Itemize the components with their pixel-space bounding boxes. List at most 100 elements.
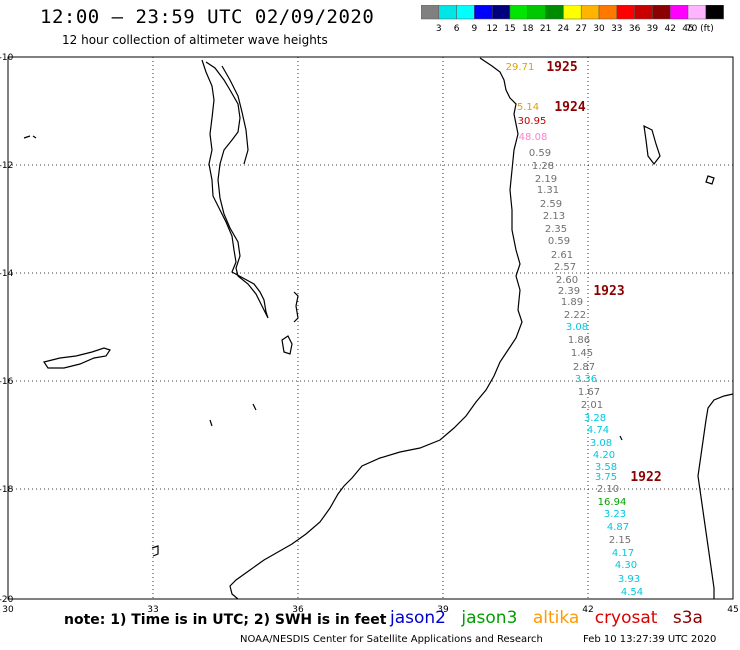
longitude-label: 36 (292, 605, 304, 615)
lake-bangweulu-mark (23, 135, 37, 139)
colorbar-label: 42 (664, 24, 675, 34)
wave-height-label: 30.95 (518, 116, 547, 127)
colorbar-label: 24 (558, 24, 570, 34)
wave-height-label: 4.54 (621, 587, 643, 598)
wave-height-label: 3.75 (595, 472, 617, 483)
latitude-labels: -10 -12 -14 -16 -18 -20 (0, 53, 14, 605)
wave-height-label: 2.35 (545, 224, 567, 235)
colorbar-label: 21 (540, 24, 551, 34)
footer-credit: NOAA/NESDIS Center for Satellite Applica… (240, 634, 543, 645)
wave-height-label: 2.39 (558, 286, 580, 297)
colorbar-label: 3 (436, 24, 442, 34)
note-text: note: 1) Time is in UTC; 2) SWH is in fe… (64, 612, 387, 628)
wave-height-label: 2.22 (564, 310, 586, 321)
colorbar-label: 9 (472, 24, 478, 34)
colorbar-label: 70 (ft) (686, 24, 714, 34)
colorbar-label: 18 (522, 24, 534, 34)
wave-height-label: 5.14 (517, 102, 539, 113)
island-dot (619, 435, 623, 441)
wave-height-label: 3.23 (604, 509, 626, 520)
satellite-legend: jason2 jason3 altika cryosat s3a (390, 608, 713, 628)
wave-height-label: 4.17 (612, 548, 634, 559)
madagascar-coastline (697, 393, 734, 599)
wave-height-label: 1.89 (561, 297, 583, 308)
legend-jason2: jason2 (390, 608, 446, 628)
wave-height-label: 4.20 (593, 450, 615, 461)
wave-height-label: 4.74 (587, 425, 609, 436)
wave-height-label: 2.19 (535, 174, 557, 185)
wave-height-label: 4.30 (615, 560, 637, 571)
wave-height-label: 3.08 (590, 438, 612, 449)
wave-height-label: 3.58 (595, 462, 617, 473)
colorbar-label: 12 (486, 24, 497, 34)
lake-malawi-east-shore (221, 65, 249, 165)
comoros-island-mayotte (643, 124, 661, 165)
track-number-label: 1923 (593, 284, 624, 299)
wave-height-label: 2.13 (543, 211, 565, 222)
footer-timestamp: Feb 10 13:27:39 UTC 2020 (583, 634, 717, 645)
latitude-label: -14 (0, 269, 14, 279)
lake-chilwa-outline (281, 335, 293, 355)
colorbar-label: 27 (575, 24, 586, 34)
track-number-label: 1924 (554, 100, 585, 115)
colorbar-label: 15 (504, 24, 515, 34)
colorbar-label: 39 (647, 24, 659, 34)
legend-cryosat: cryosat (594, 608, 658, 628)
wave-height-label: 1.86 (568, 335, 590, 346)
wave-height-label: 1.31 (537, 185, 559, 196)
wave-height-label: 4.87 (607, 522, 629, 533)
small-lake-mark (209, 403, 257, 427)
map-frame (7, 56, 734, 600)
longitude-label: 39 (437, 605, 449, 615)
latitude-label: -10 (0, 53, 14, 63)
longitude-label: 45 (727, 605, 738, 615)
legend-s3a: s3a (672, 608, 703, 628)
wave-height-label: 1.67 (578, 387, 600, 398)
latitude-label: -12 (0, 161, 13, 171)
latitude-label: -16 (0, 377, 14, 387)
legend-altika: altika (532, 608, 580, 628)
wave-height-label: 48.08 (519, 132, 548, 143)
lake-malawi-outline (201, 59, 269, 319)
colorbar-label: 45 (682, 24, 693, 34)
colorbar-label: 33 (611, 24, 622, 34)
wave-height-label: 0.59 (548, 236, 570, 247)
page-title: 12:00 – 23:59 UTC 02/09/2020 (40, 6, 375, 28)
wave-height-label: 2.87 (573, 362, 595, 373)
longitude-label: 33 (147, 605, 158, 615)
satellite-track-labels: 1925 1924 1923 1922 (546, 60, 661, 485)
colorbar-swatch (705, 5, 724, 20)
wave-height-label: 3.36 (575, 374, 597, 385)
longitude-label: 30 (2, 605, 14, 615)
colorbar-label: 6 (454, 24, 460, 34)
wave-height-label: 3.93 (618, 574, 640, 585)
wave-height-label: 2.57 (554, 262, 576, 273)
wave-height-label: 2.10 (597, 484, 619, 495)
wave-height-label: 1.28 (532, 161, 554, 172)
latitude-label: -20 (0, 595, 14, 605)
wave-height-label: 3.08 (566, 322, 588, 333)
wave-height-label: 2.61 (551, 250, 573, 261)
map-grid (8, 57, 733, 599)
track-number-label: 1925 (546, 60, 577, 75)
mozambique-coastline (229, 57, 523, 600)
page-subtitle: 12 hour collection of altimeter wave hei… (62, 33, 328, 47)
latitude-label: -18 (0, 485, 14, 495)
wave-height-label: 1.45 (571, 348, 593, 359)
longitude-labels: 30 33 36 39 42 45 (2, 605, 738, 615)
wave-height-label: 2.01 (581, 400, 603, 411)
reservoir-mark (151, 545, 159, 557)
comoros-island-small (705, 175, 715, 185)
wave-height-label: 3.28 (584, 413, 606, 424)
colorbar-label: 36 (629, 24, 641, 34)
wave-height-label: 2.60 (556, 275, 578, 286)
legend-jason3: jason3 (461, 608, 518, 628)
longitude-label: 42 (582, 605, 593, 615)
track-number-label: 1922 (630, 470, 661, 485)
wave-height-label: 16.94 (598, 497, 627, 508)
wave-height-labels: 29.715.1430.9548.080.591.282.191.312.592… (506, 62, 643, 598)
wave-height-label: 2.59 (540, 199, 562, 210)
lake-kariba-outline (43, 347, 111, 369)
